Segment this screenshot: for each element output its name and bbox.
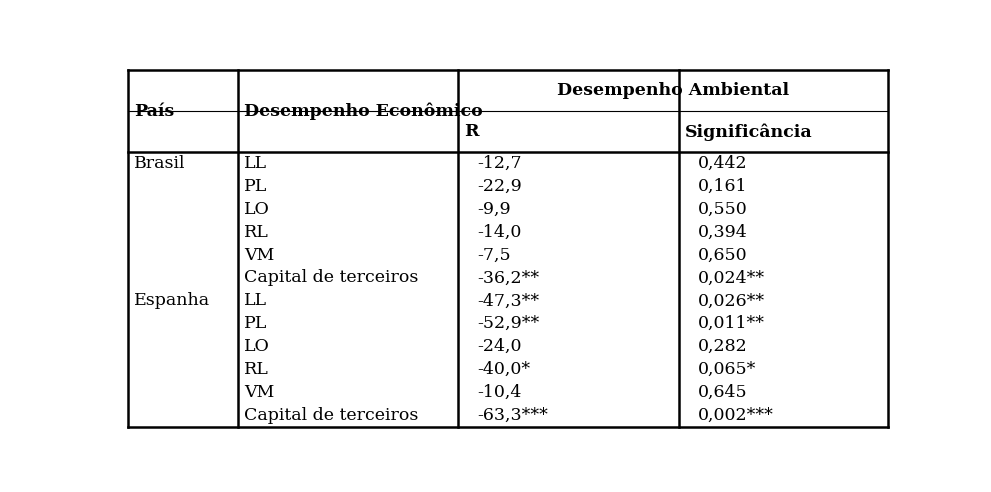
Text: -47,3**: -47,3** <box>477 292 539 309</box>
Text: PL: PL <box>244 178 268 195</box>
Text: -24,0: -24,0 <box>477 338 521 355</box>
Text: -63,3***: -63,3*** <box>477 406 548 424</box>
Text: Espanha: Espanha <box>134 292 210 309</box>
Text: 0,065*: 0,065* <box>698 361 756 378</box>
Text: Brasil: Brasil <box>134 155 185 172</box>
Text: País: País <box>134 103 174 120</box>
Text: -10,4: -10,4 <box>477 384 521 401</box>
Text: -40,0*: -40,0* <box>477 361 530 378</box>
Text: Desempenho Econômico: Desempenho Econômico <box>244 103 483 120</box>
Text: 0,550: 0,550 <box>698 201 747 218</box>
Text: 0,282: 0,282 <box>698 338 747 355</box>
Text: -9,9: -9,9 <box>477 201 510 218</box>
Text: -36,2**: -36,2** <box>477 270 539 286</box>
Text: 0,024**: 0,024** <box>698 270 764 286</box>
Text: Capital de terceiros: Capital de terceiros <box>244 270 418 286</box>
Text: 0,650: 0,650 <box>698 246 747 264</box>
Text: Desempenho Ambiental: Desempenho Ambiental <box>557 82 789 99</box>
Text: R: R <box>465 123 479 140</box>
Text: VM: VM <box>244 246 275 264</box>
Text: -7,5: -7,5 <box>477 246 510 264</box>
Text: VM: VM <box>244 384 275 401</box>
Text: RL: RL <box>244 224 269 241</box>
Text: LO: LO <box>244 338 270 355</box>
Text: -52,9**: -52,9** <box>477 315 539 332</box>
Text: -12,7: -12,7 <box>477 155 521 172</box>
Text: Significância: Significância <box>685 123 813 141</box>
Text: -14,0: -14,0 <box>477 224 521 241</box>
Text: 0,645: 0,645 <box>698 384 747 401</box>
Text: LL: LL <box>244 155 268 172</box>
Text: 0,011**: 0,011** <box>698 315 764 332</box>
Text: 0,026**: 0,026** <box>698 292 764 309</box>
Text: Capital de terceiros: Capital de terceiros <box>244 406 418 424</box>
Text: 0,002***: 0,002*** <box>698 406 773 424</box>
Text: PL: PL <box>244 315 268 332</box>
Text: LL: LL <box>244 292 268 309</box>
Text: 0,394: 0,394 <box>698 224 747 241</box>
Text: LO: LO <box>244 201 270 218</box>
Text: 0,161: 0,161 <box>698 178 747 195</box>
Text: -22,9: -22,9 <box>477 178 521 195</box>
Text: RL: RL <box>244 361 269 378</box>
Text: 0,442: 0,442 <box>698 155 747 172</box>
